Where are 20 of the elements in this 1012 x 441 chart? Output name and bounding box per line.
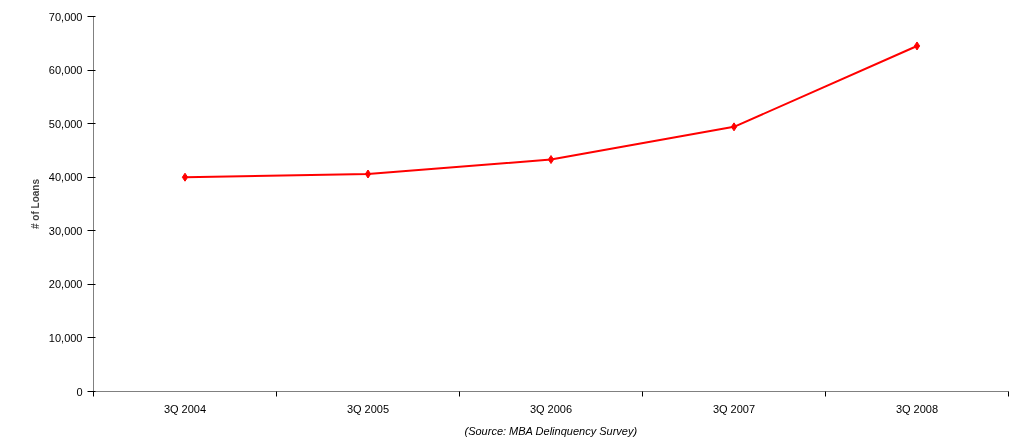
y-tick-label: 40,000 xyxy=(48,171,83,184)
x-tick-label: 3Q 2006 xyxy=(529,402,573,415)
y-tick-label: 30,000 xyxy=(48,224,83,237)
y-tick-label: 10,000 xyxy=(48,331,83,344)
point xyxy=(913,41,921,51)
text: (Source: MBA Delinquency Survey) xyxy=(464,424,638,437)
point xyxy=(181,172,189,182)
x-tick-label: 3Q 2004 xyxy=(163,402,207,415)
y-tick-label: 60,000 xyxy=(48,64,83,77)
x-tick-label: 3Q 2007 xyxy=(712,402,756,415)
point xyxy=(547,155,555,165)
point xyxy=(730,122,738,132)
point xyxy=(364,169,372,179)
x-tick-label: 3Q 2005 xyxy=(346,402,390,415)
x-tick-label: 3Q 2008 xyxy=(895,402,939,415)
y-tick-label: 20,000 xyxy=(48,278,83,291)
y-tick-label: 0 xyxy=(76,385,83,398)
y-axis-title: # of Loans xyxy=(29,178,41,229)
y-tick-label: 50,000 xyxy=(48,117,83,130)
y-tick-label: 70,000 xyxy=(48,10,83,23)
